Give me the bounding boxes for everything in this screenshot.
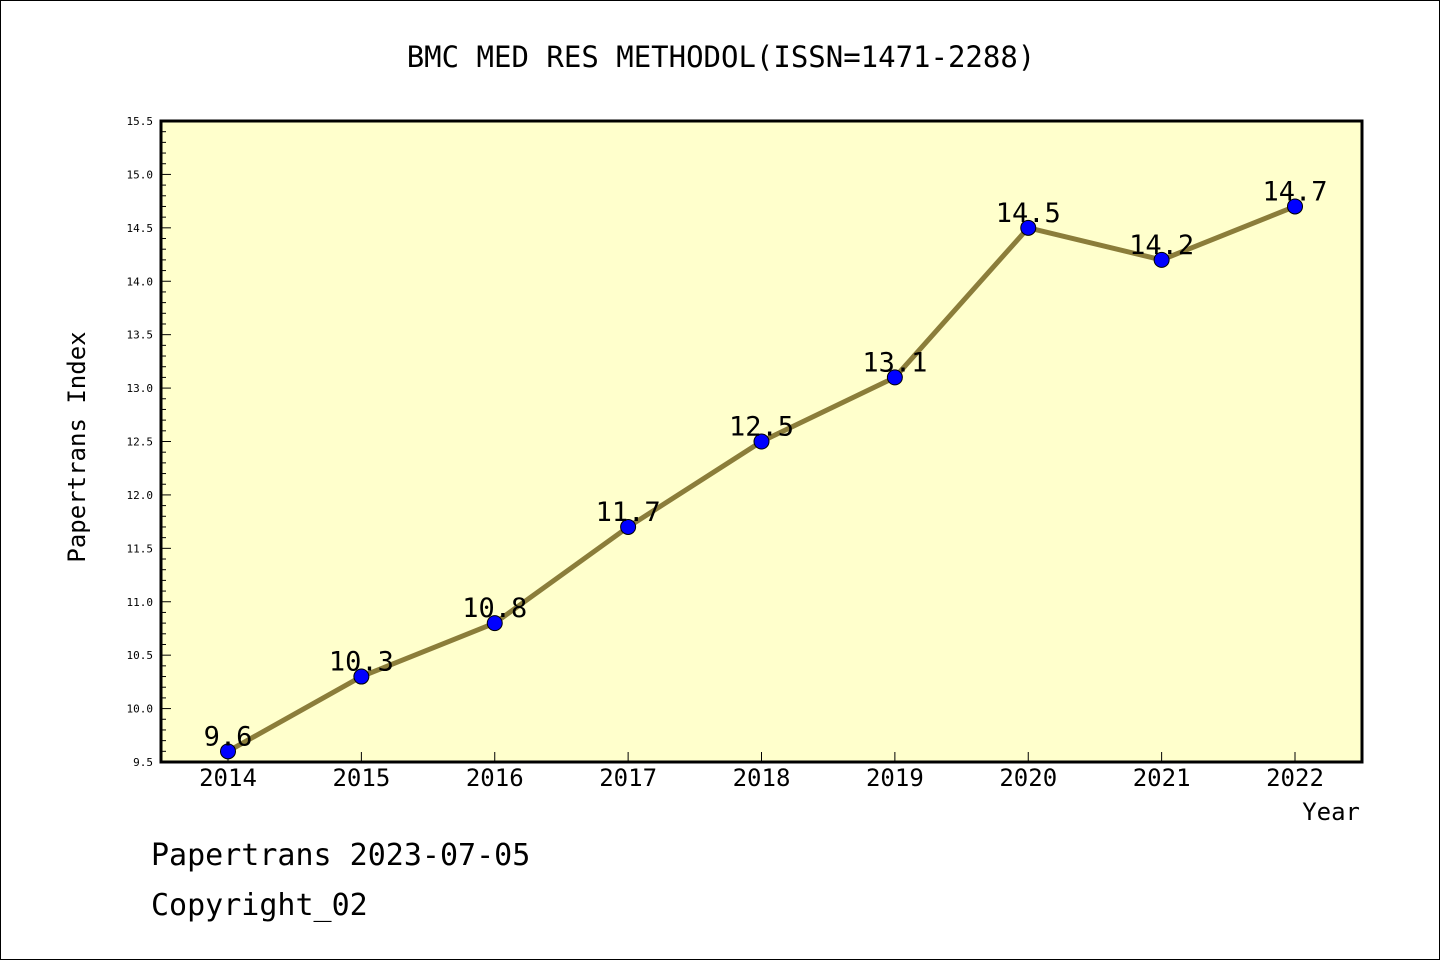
data-label: 14.2 <box>1129 230 1194 261</box>
y-axis-label: Papertrans Index <box>63 331 91 562</box>
data-point <box>1287 198 1303 215</box>
data-label: 14.7 <box>1262 176 1327 207</box>
x-tick-label: 2017 <box>599 764 657 792</box>
data-label: 10.8 <box>462 593 527 624</box>
data-labels: 9.6 10.3 10.8 11.7 12.5 13.1 14.5 14.2 14.7 <box>204 176 1328 752</box>
y-tick-label: 11.5 <box>127 542 154 555</box>
x-tick-label: 2020 <box>999 764 1057 792</box>
y-tick-label: 12.0 <box>127 489 154 502</box>
y-tick-label: 15.0 <box>127 168 154 181</box>
y-tick-label: 10.5 <box>127 649 154 662</box>
x-axis-label: Year <box>1302 798 1360 826</box>
y-tick-label: 14.0 <box>127 275 154 288</box>
y-axis-ticks: 9.5 10.0 10.5 11.0 11.5 12.0 12.5 13.0 13.5 14.0 1… <box>127 115 171 769</box>
y-tick-label: 13.5 <box>127 329 154 342</box>
data-label: 14.5 <box>996 198 1061 229</box>
data-point <box>1020 219 1037 236</box>
footer-copyright-label: Copyright_02 <box>151 888 368 923</box>
x-tick-label: 2015 <box>332 764 390 792</box>
data-label: 13.1 <box>862 347 927 378</box>
y-tick-label: 9.5 <box>133 756 153 769</box>
x-tick-label: 2021 <box>1133 764 1191 792</box>
data-label: 10.3 <box>329 647 394 678</box>
chart-title: BMC MED RES METHODOL(ISSN=1471-2288) <box>407 40 1036 74</box>
data-point <box>1153 251 1170 268</box>
y-tick-label: 12.5 <box>127 436 154 449</box>
x-tick-label: 2018 <box>733 764 791 792</box>
y-tick-label: 14.5 <box>127 222 154 235</box>
data-label: 12.5 <box>729 412 794 443</box>
y-tick-label: 10.0 <box>127 703 154 716</box>
footer-date-label: Papertrans 2023-07-05 <box>151 838 530 873</box>
y-tick-label: 13.0 <box>127 382 154 395</box>
data-point <box>353 668 370 685</box>
y-tick-label: 15.5 <box>127 115 154 128</box>
data-points <box>220 198 1303 760</box>
x-tick-label: 2022 <box>1266 764 1324 792</box>
data-point <box>886 369 903 386</box>
y-tick-label: 11.0 <box>127 596 154 609</box>
data-label: 9.6 <box>204 721 253 752</box>
x-tick-label: 2014 <box>199 764 257 792</box>
x-tick-label: 2016 <box>466 764 524 792</box>
x-axis-ticks: 2014 2015 2016 2017 2018 2019 2020 2021 2022 <box>199 752 1324 792</box>
data-point <box>486 615 503 632</box>
data-point <box>620 518 637 535</box>
data-label: 11.7 <box>596 497 661 528</box>
data-point <box>220 743 236 760</box>
data-point <box>753 433 770 450</box>
x-tick-label: 2019 <box>866 764 924 792</box>
